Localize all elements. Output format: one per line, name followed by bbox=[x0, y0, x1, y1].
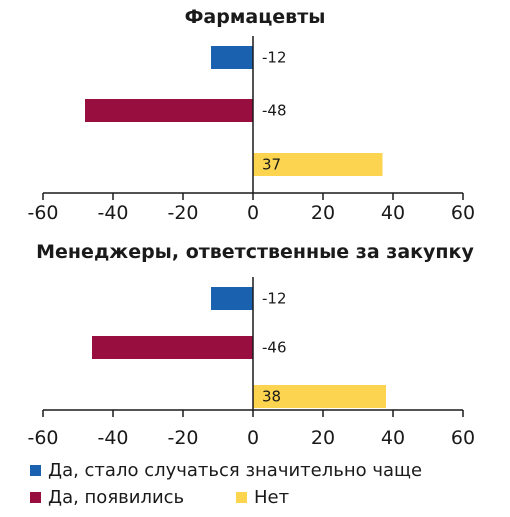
x-tick-label: -20 bbox=[167, 427, 198, 449]
x-tick-label: 20 bbox=[311, 202, 335, 224]
x-tick-label: -40 bbox=[97, 427, 128, 449]
x-tick-label: 40 bbox=[381, 202, 405, 224]
x-tick-label: 20 bbox=[311, 427, 335, 449]
data-label: -12 bbox=[262, 49, 287, 67]
x-tick-label: 0 bbox=[247, 427, 259, 449]
bar bbox=[85, 99, 253, 122]
legend-label: Да, появились bbox=[48, 487, 185, 508]
legend-item-no: Нет bbox=[236, 487, 289, 508]
chart-title: Фармацевты bbox=[185, 6, 326, 28]
bar bbox=[92, 336, 253, 359]
x-tick-label: 40 bbox=[381, 427, 405, 449]
x-tick-label: 60 bbox=[451, 427, 475, 449]
legend-swatch-blue bbox=[30, 465, 41, 476]
x-tick-label: 60 bbox=[451, 202, 475, 224]
legend-swatch-crimson bbox=[30, 492, 41, 503]
bar bbox=[253, 385, 386, 408]
x-tick-label: -60 bbox=[27, 202, 58, 224]
x-tick-label: -40 bbox=[97, 202, 128, 224]
legend-item-much-more-often: Да, стало случаться значительно чаще bbox=[30, 460, 422, 481]
data-label: -12 bbox=[262, 290, 287, 308]
legend-label: Нет bbox=[254, 487, 290, 508]
bar bbox=[253, 153, 383, 176]
data-label: -46 bbox=[262, 339, 287, 357]
x-tick-label: 0 bbox=[247, 202, 259, 224]
legend-item-appeared: Да, появились bbox=[30, 487, 184, 508]
bar bbox=[211, 46, 253, 69]
bar bbox=[211, 287, 253, 310]
x-tick-label: -60 bbox=[27, 427, 58, 449]
legend-label: Да, стало случаться значительно чаще bbox=[48, 460, 423, 481]
chart-title: Менеджеры, ответственные за закупку bbox=[36, 241, 474, 263]
data-label: 37 bbox=[262, 156, 281, 174]
data-label: 38 bbox=[262, 388, 281, 406]
x-tick-label: -20 bbox=[167, 202, 198, 224]
legend-swatch-yellow bbox=[236, 492, 247, 503]
data-label: -48 bbox=[262, 102, 287, 120]
